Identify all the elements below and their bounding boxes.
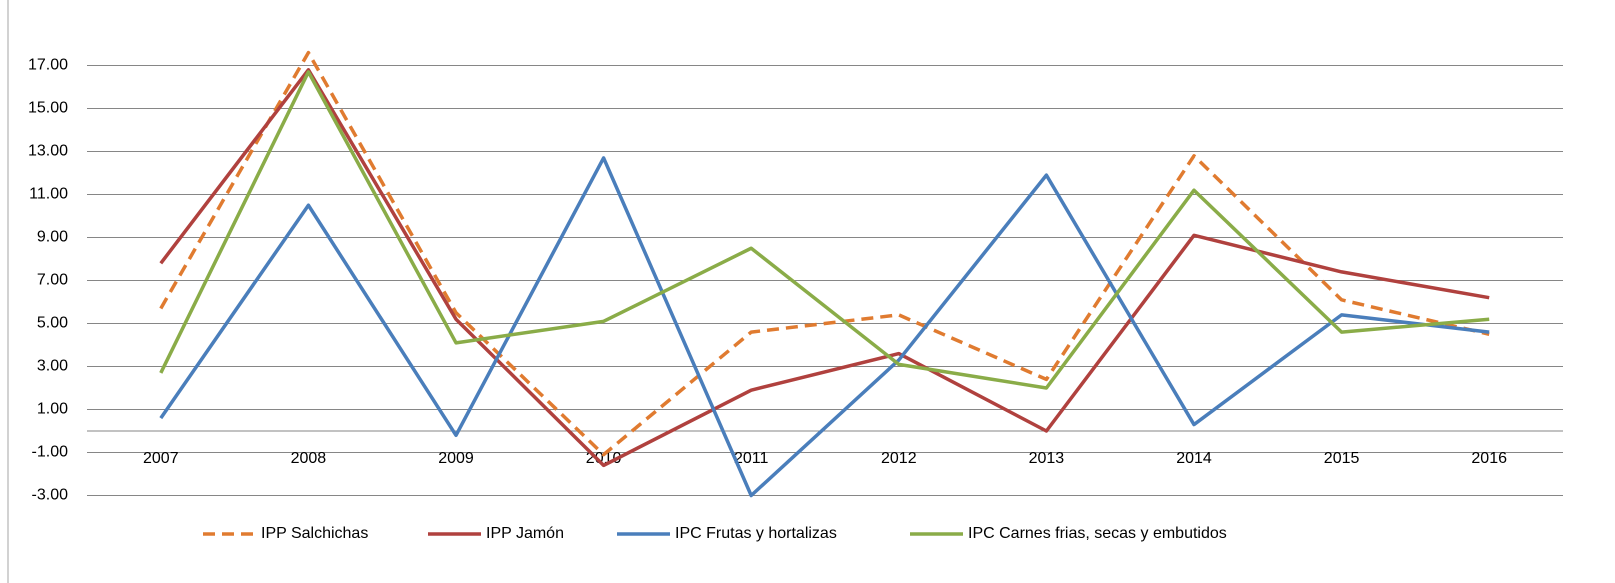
series-line (159, 70, 1490, 390)
x-tick-label: 2015 (1324, 450, 1360, 467)
y-tick-label: 9.00 (37, 229, 68, 246)
legend-label: IPC Carnes frias, secas y embutidos (968, 525, 1227, 542)
x-tick-label: 2007 (143, 450, 179, 467)
x-tick-label: 2012 (881, 450, 917, 467)
y-tick-label: 11.00 (29, 186, 68, 203)
y-tick-label: -1.00 (32, 444, 69, 461)
series-line (159, 156, 1490, 498)
y-tick-label: 5.00 (37, 315, 68, 332)
y-tick-label: 3.00 (37, 358, 68, 375)
y-tick-label: 17.00 (28, 57, 68, 74)
y-tick-label: 15.00 (28, 100, 68, 117)
y-tick-label: 1.00 (37, 401, 68, 418)
legend-label: IPC Frutas y hortalizas (675, 525, 837, 542)
y-tick-label: -3.00 (32, 487, 69, 504)
legend-label: IPP Salchichas (261, 525, 368, 542)
y-tick-label: 13.00 (28, 143, 68, 160)
x-tick-label: 2009 (438, 450, 474, 467)
series-line (159, 68, 1490, 468)
x-tick-label: 2011 (734, 450, 769, 467)
legend-label: IPP Jamón (486, 525, 564, 542)
x-tick-label: 2013 (1029, 450, 1065, 467)
x-tick-label: 2016 (1471, 450, 1507, 467)
series-line (159, 50, 1490, 457)
x-tick-label: 2008 (291, 450, 327, 467)
x-tick-label: 2014 (1176, 450, 1212, 467)
y-tick-label: 7.00 (37, 272, 68, 289)
